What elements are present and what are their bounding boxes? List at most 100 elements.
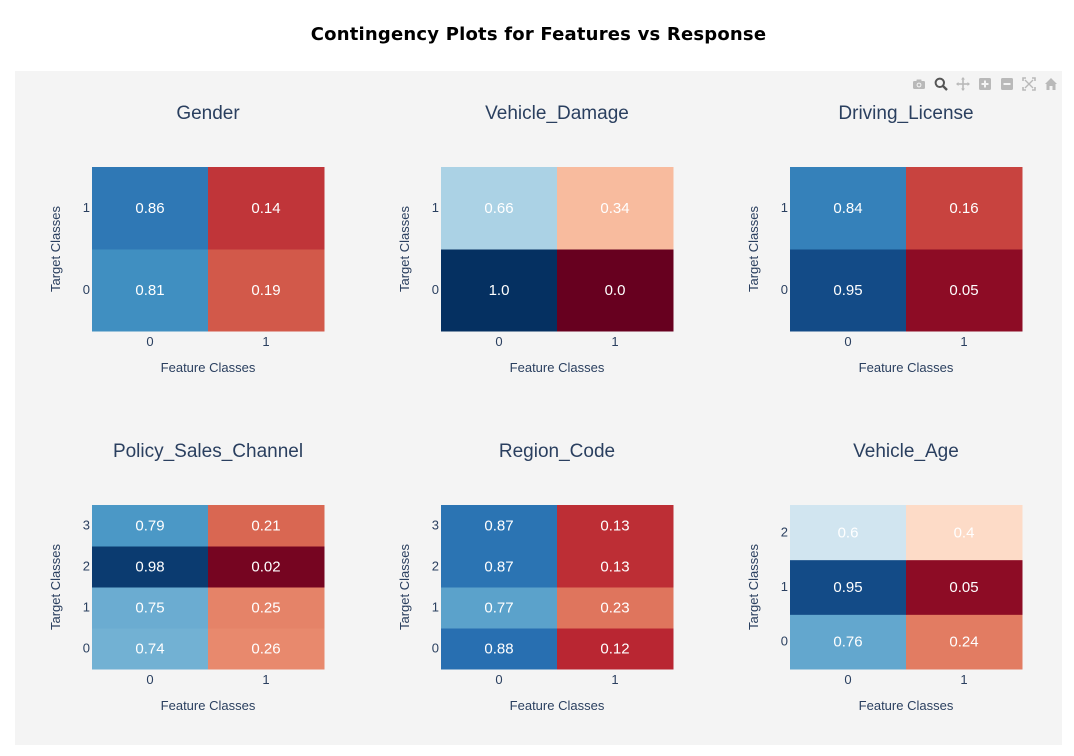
y-tick-label: 0 [83, 641, 90, 656]
cell-label: 0.05 [949, 579, 978, 596]
chart-title: Gender [176, 103, 240, 124]
y-tick-label: 0 [781, 282, 788, 297]
heatmap-cell [92, 628, 209, 670]
heatmap-cell [441, 546, 558, 588]
x-tick-label: 0 [844, 672, 851, 687]
x-tick-label: 1 [611, 672, 618, 687]
cell-label: 0.05 [949, 282, 978, 299]
heatmap-cell [790, 614, 907, 670]
cell-label: 0.88 [484, 641, 513, 658]
cell-label: 0.14 [251, 200, 280, 217]
heatmap-cell [208, 505, 325, 547]
heatmap-cell [906, 249, 1023, 332]
zoom-icon[interactable] [930, 75, 952, 93]
y-axis-label: Target Classes [48, 206, 63, 292]
y-tick-label: 1 [83, 600, 90, 615]
heatmap-driving_license: Driving_License 0.95 0.05 0 0.84 0.16 1 0 1 Featu… [746, 103, 1023, 375]
x-axis-label: Feature Classes [859, 360, 954, 375]
heatmap-cell [92, 587, 209, 629]
heatmap-cell [906, 614, 1023, 670]
x-tick-label: 0 [146, 334, 153, 349]
cell-label: 0.77 [484, 600, 513, 617]
cell-label: 0.34 [600, 200, 629, 217]
cell-label: 0.4 [954, 524, 975, 541]
x-tick-label: 0 [146, 672, 153, 687]
cell-label: 0.24 [949, 634, 978, 651]
heatmap-cell [557, 628, 674, 670]
heatmap-cell [208, 249, 325, 332]
cell-label: 0.87 [484, 518, 513, 535]
x-tick-label: 1 [960, 334, 967, 349]
x-tick-label: 1 [262, 334, 269, 349]
cell-label: 0.0 [605, 282, 626, 299]
zoom-in-icon[interactable] [974, 75, 996, 93]
heatmap-cell [441, 587, 558, 629]
y-tick-label: 3 [432, 518, 439, 533]
cell-label: 0.25 [251, 600, 280, 617]
heatmap-cell [208, 546, 325, 588]
y-tick-label: 2 [432, 559, 439, 574]
cell-label: 0.86 [135, 200, 164, 217]
cell-label: 0.79 [135, 518, 164, 535]
heatmap-policy_sales_channel: Policy_Sales_Channel 0.74 0.26 0 0.75 0.25 1 0.… [48, 441, 325, 713]
y-tick-label: 1 [432, 600, 439, 615]
heatmap-cell [790, 167, 907, 250]
heatmap-cell [441, 167, 558, 250]
x-axis-label: Feature Classes [161, 360, 256, 375]
y-tick-label: 1 [781, 579, 788, 594]
y-tick-label: 1 [781, 200, 788, 215]
y-tick-label: 0 [781, 634, 788, 649]
cell-label: 0.98 [135, 559, 164, 576]
x-tick-label: 1 [262, 672, 269, 687]
zoom-out-icon[interactable] [996, 75, 1018, 93]
y-axis-label: Target Classes [48, 544, 63, 630]
camera-icon[interactable] [908, 75, 930, 93]
y-tick-label: 2 [781, 524, 788, 539]
x-axis-label: Feature Classes [161, 698, 256, 713]
heatmap-cell [557, 249, 674, 332]
heatmap-cell [441, 249, 558, 332]
x-tick-label: 0 [844, 334, 851, 349]
cell-label: 0.81 [135, 282, 164, 299]
cell-label: 1.0 [489, 282, 510, 299]
heatmap-cell [92, 546, 209, 588]
pan-icon[interactable] [952, 75, 974, 93]
x-tick-label: 0 [495, 672, 502, 687]
heatmap-cell [92, 505, 209, 547]
page-title: Contingency Plots for Features vs Respon… [310, 24, 767, 45]
x-tick-label: 0 [495, 334, 502, 349]
heatmap-cell [208, 167, 325, 250]
cell-label: 0.95 [833, 282, 862, 299]
home-icon[interactable] [1040, 75, 1062, 93]
cell-label: 0.6 [838, 524, 859, 541]
cell-label: 0.13 [600, 559, 629, 576]
heatmap-cell [441, 505, 558, 547]
y-tick-label: 1 [432, 200, 439, 215]
y-axis-label: Target Classes [397, 544, 412, 630]
y-tick-label: 0 [432, 282, 439, 297]
cell-label: 0.21 [251, 518, 280, 535]
cell-label: 0.23 [600, 600, 629, 617]
heatmap-cell [557, 505, 674, 547]
heatmap-cell [790, 505, 907, 561]
heatmap-cell [790, 559, 907, 615]
heatmap-cell [790, 249, 907, 332]
chart-title: Vehicle_Damage [485, 103, 629, 124]
x-axis-label: Feature Classes [859, 698, 954, 713]
cell-label: 0.75 [135, 600, 164, 617]
cell-label: 0.84 [833, 200, 862, 217]
cell-label: 0.19 [251, 282, 280, 299]
heatmap-cell [557, 587, 674, 629]
x-tick-label: 1 [611, 334, 618, 349]
autoscale-icon[interactable] [1018, 75, 1040, 93]
x-tick-label: 1 [960, 672, 967, 687]
y-tick-label: 0 [83, 282, 90, 297]
y-axis-label: Target Classes [397, 206, 412, 292]
x-axis-label: Feature Classes [510, 698, 605, 713]
heatmap-vehicle_damage: Vehicle_Damage 1.0 0.0 0 0.66 0.34 1 0 1 Feature … [397, 103, 674, 375]
chart-title: Region_Code [499, 441, 615, 462]
cell-label: 0.26 [251, 641, 280, 658]
heatmap-vehicle_age: Vehicle_Age 0.76 0.24 0 0.95 0.05 1 0.6 0.4 2 0 1 Fe… [746, 441, 1023, 713]
heatmap-cell [906, 505, 1023, 561]
